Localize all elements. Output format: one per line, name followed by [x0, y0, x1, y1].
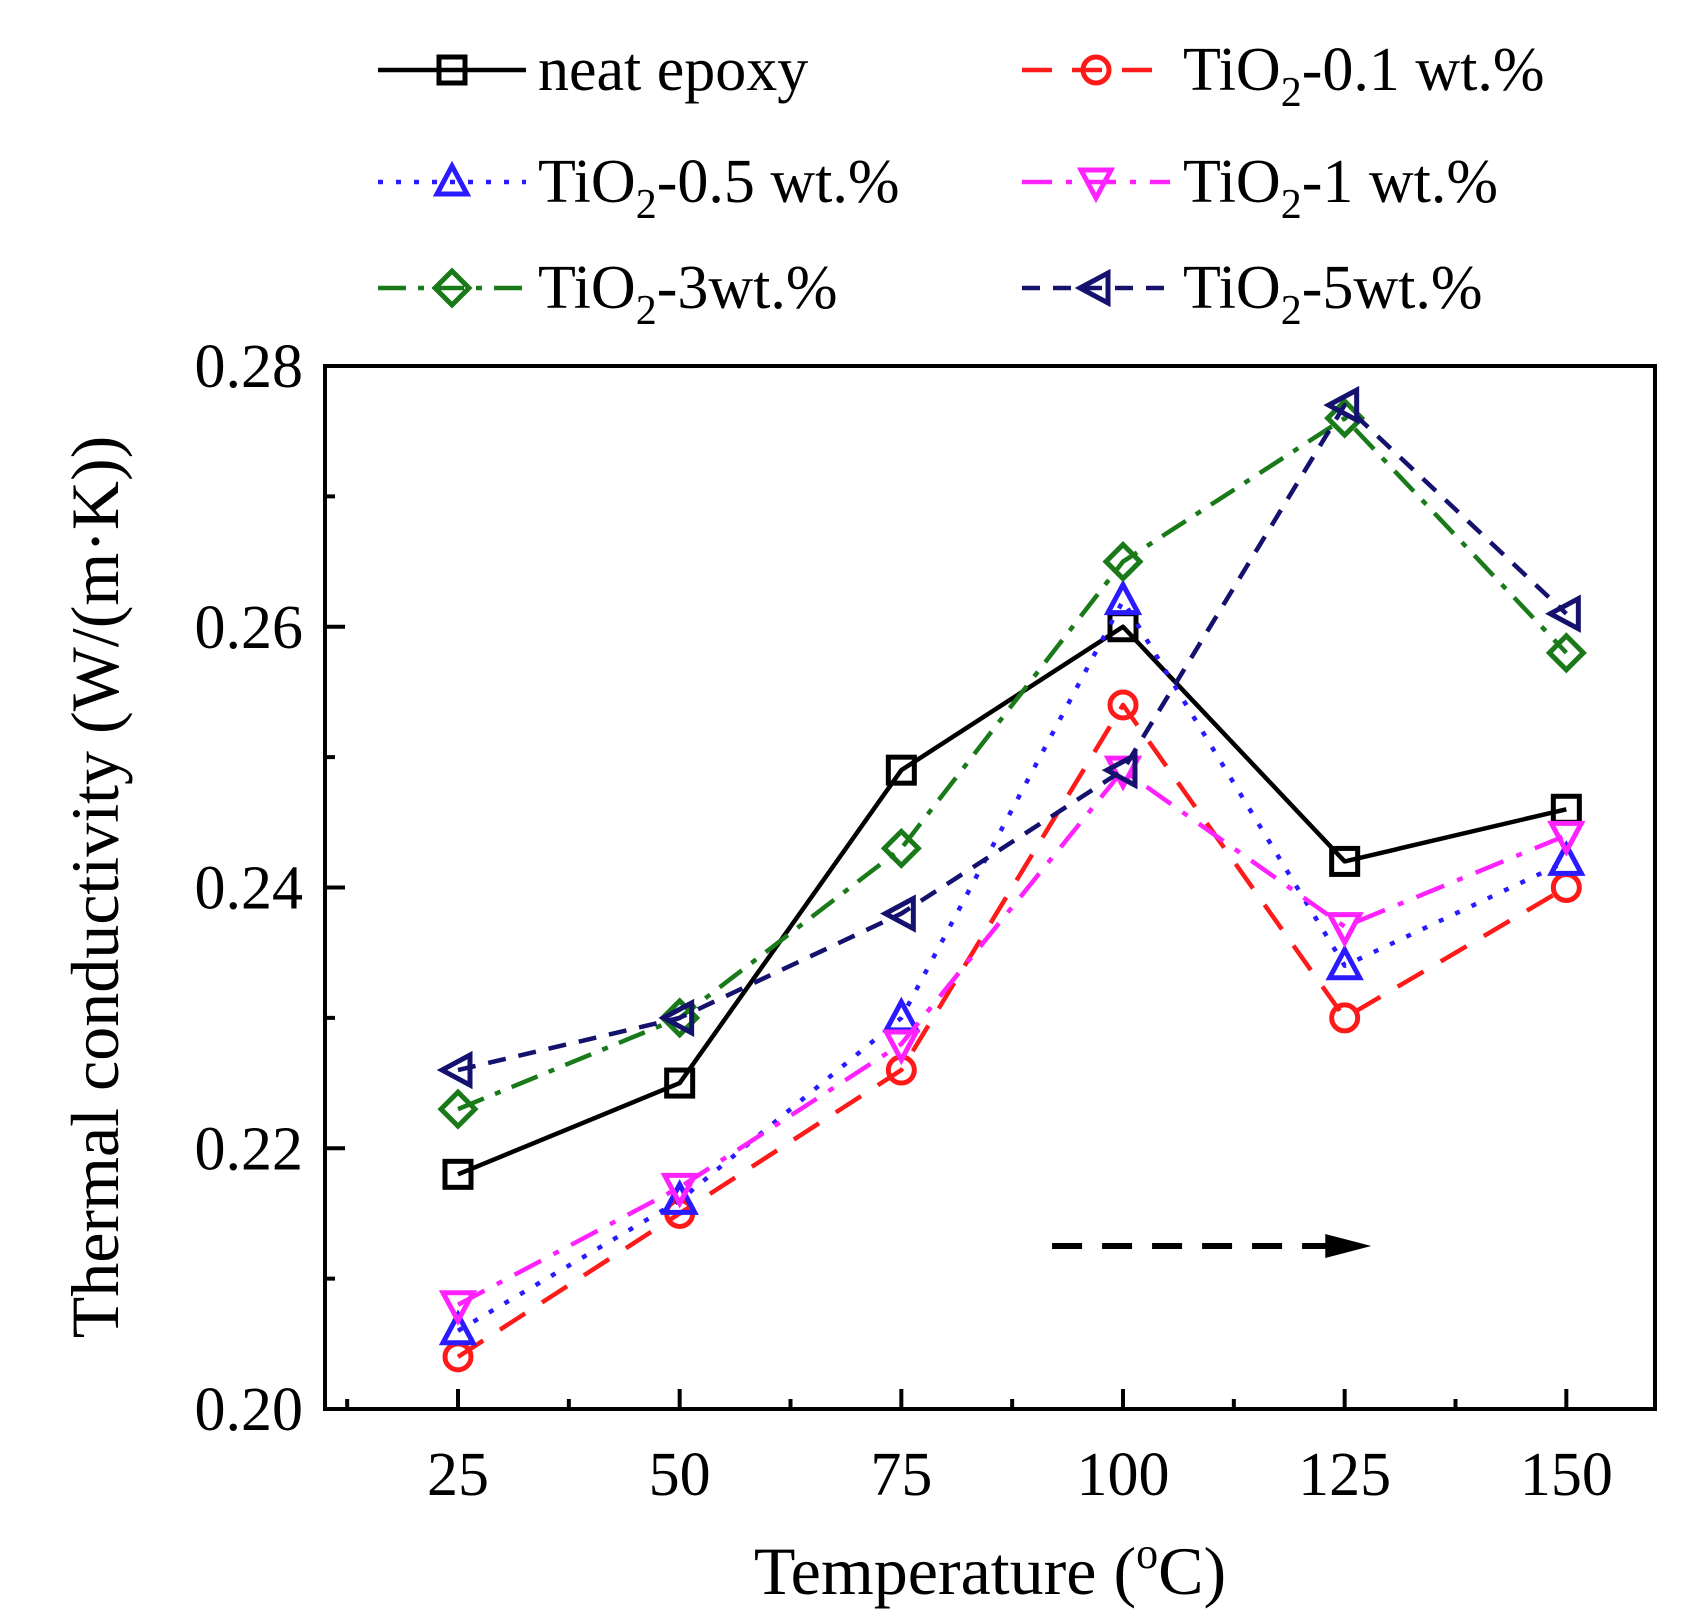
legend-label-subscript: 2: [1281, 70, 1302, 116]
data-point: [880, 827, 922, 869]
series-line: [456, 702, 1568, 1359]
data-point: [1103, 579, 1143, 616]
data-point: [436, 1050, 473, 1090]
data-point: [882, 996, 921, 1033]
x-axis-title: Temperature (oC): [754, 1529, 1226, 1609]
series-line: [457, 402, 1568, 1073]
legend-label-text: TiO: [1183, 36, 1281, 104]
x-tick-label: 150: [1520, 1441, 1613, 1509]
legend: neat epoxy TiO2-0.1 wt.%TiO2-0.5 wt.% TiO2…: [378, 36, 1545, 334]
data-point: [1545, 594, 1581, 633]
x-axis-title-sup: o: [1136, 1529, 1158, 1578]
series-0: [442, 611, 1582, 1190]
series-group: [436, 385, 1587, 1373]
legend-label: neat epoxy: [538, 36, 808, 104]
legend-label-suffix: -1 wt.%: [1302, 148, 1498, 216]
y-tick-label: 0.26: [195, 594, 304, 662]
legend-marker: [431, 267, 473, 309]
legend-label-subscript: 2: [1281, 182, 1302, 228]
plot-frame: [323, 364, 1657, 1411]
legend-marker: [436, 54, 468, 86]
data-point: [1329, 1002, 1361, 1034]
data-point: [1325, 944, 1364, 981]
y-tick-label: 0.24: [195, 855, 304, 923]
data-point: [1547, 840, 1586, 876]
legend-label: TiO2-3wt.%: [538, 254, 838, 334]
legend-marker: [432, 160, 472, 197]
legend-label-text: TiO: [538, 148, 636, 216]
data-point: [438, 1309, 478, 1346]
data-point: [1545, 632, 1587, 674]
legend-label: TiO2-0.1 wt.%: [1183, 36, 1545, 116]
data-point: [664, 1067, 696, 1099]
series-5: [436, 385, 1581, 1090]
legend-item: TiO2-1 wt.%: [1022, 148, 1498, 228]
data-point: [1101, 750, 1138, 790]
y-tick-label: 0.20: [195, 1376, 304, 1444]
legend-label: TiO2-1 wt.%: [1183, 148, 1498, 228]
data-point: [658, 998, 695, 1038]
data-point: [882, 1029, 921, 1066]
legend-marker: [1080, 54, 1112, 86]
data-point: [1325, 912, 1364, 948]
series-line: [456, 767, 1568, 1307]
legend-label-subscript: 2: [1281, 288, 1302, 334]
series-line: [457, 415, 1568, 1112]
data-point: [1107, 689, 1139, 721]
legend-label-text: TiO: [1183, 254, 1281, 322]
legend-marker: [1076, 167, 1116, 204]
series-line: [457, 624, 1567, 1177]
data-point: [885, 754, 917, 786]
legend-label-subscript: 2: [636, 288, 657, 334]
legend-item: neat epoxy: [378, 36, 808, 104]
legend-label-suffix: -0.1 wt.%: [1302, 36, 1545, 104]
x-tick-label: 25: [427, 1441, 489, 1509]
plot-area: 25 50 75 100 125 150 0.20 0.22 0.24 0.26 0.28: [195, 333, 1657, 1509]
x-tick-label: 125: [1298, 1441, 1391, 1509]
legend-label-text: TiO: [538, 254, 636, 322]
dashed-arrow-head: [1325, 1234, 1372, 1259]
data-point: [442, 1158, 474, 1190]
legend-label-text: neat epoxy: [538, 36, 808, 104]
data-point: [1102, 541, 1144, 583]
legend-label-suffix: -3wt.%: [657, 254, 838, 322]
legend-label: TiO2-0.5 wt.%: [538, 148, 900, 228]
data-point: [1323, 385, 1360, 425]
data-point: [1329, 845, 1361, 877]
legend-label-suffix: -5wt.%: [1302, 254, 1483, 322]
series-4: [437, 397, 1587, 1130]
data-point: [660, 1179, 699, 1215]
x-tick-label: 50: [649, 1441, 711, 1509]
y-tick-label: 0.28: [195, 333, 304, 401]
data-point: [660, 1172, 699, 1209]
legend-item: TiO2-0.1 wt.%: [1022, 36, 1545, 116]
x-tick-label: 75: [870, 1441, 932, 1509]
y-axis-title: Thermal conductivity (W/(m·K)): [57, 436, 133, 1339]
y-tick-label: 0.22: [195, 1115, 304, 1183]
data-point: [880, 894, 916, 933]
legend-label-text: TiO: [1183, 148, 1281, 216]
series-line: [456, 598, 1568, 1333]
x-tick-label: 100: [1077, 1441, 1170, 1509]
legend-item: TiO2-3wt.%: [378, 254, 838, 334]
x-axis-title-suffix: C): [1158, 1533, 1226, 1609]
legend-marker: [1074, 268, 1111, 308]
legend-label: TiO2-5wt.%: [1183, 254, 1483, 334]
legend-label-suffix: -0.5 wt.%: [657, 148, 900, 216]
legend-item: TiO2-0.5 wt.%: [378, 148, 900, 228]
data-point: [1550, 872, 1582, 903]
axis-ticks: 25 50 75 100 125 150 0.20 0.22 0.24 0.26 0.28: [195, 333, 1613, 1509]
x-axis-title-prefix: Temperature (: [754, 1533, 1136, 1609]
data-point: [437, 1088, 479, 1130]
legend-item: TiO2-5wt.%: [1022, 254, 1483, 334]
legend-label-subscript: 2: [636, 182, 657, 228]
data-point: [438, 1290, 478, 1326]
data-point: [1547, 820, 1586, 857]
annotations: [1052, 1234, 1372, 1259]
